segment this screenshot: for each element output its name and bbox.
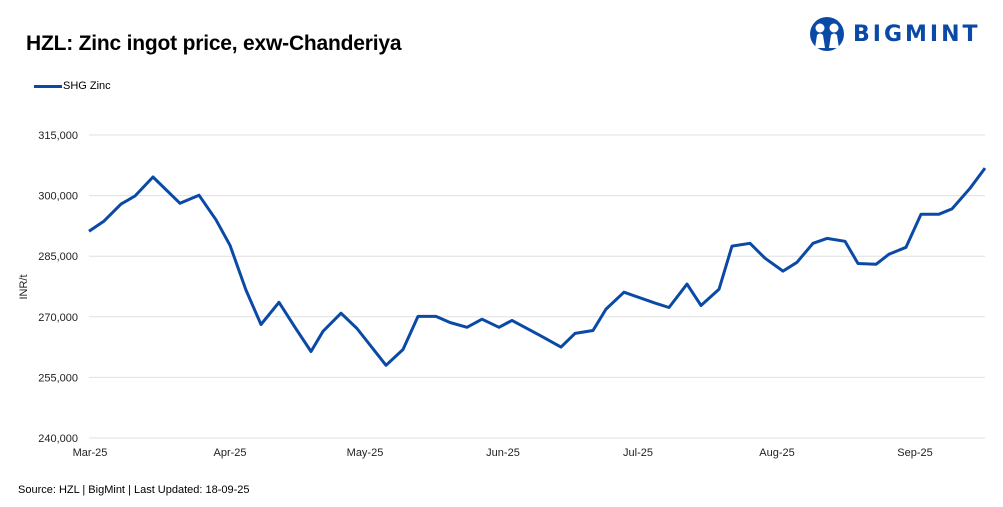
logo-text: BIGMINT <box>853 21 981 47</box>
source-footer: Source: HZL | BigMint | Last Updated: 18… <box>18 484 250 496</box>
x-tick-label: Sep-25 <box>897 447 932 459</box>
y-tick-label: 285,000 <box>38 251 78 263</box>
legend-label: SHG Zinc <box>63 80 111 92</box>
chart-legend: SHG Zinc <box>34 80 111 92</box>
y-tick-label: 315,000 <box>38 130 78 142</box>
y-tick-label: 240,000 <box>38 433 78 445</box>
x-tick-label: Jul-25 <box>623 447 653 459</box>
y-tick-label: 300,000 <box>38 191 78 203</box>
x-tick-label: Jun-25 <box>486 447 520 459</box>
y-tick-label: 255,000 <box>38 372 78 384</box>
x-tick-label: Apr-25 <box>213 447 246 459</box>
x-tick-label: May-25 <box>347 447 384 459</box>
bigmint-logo: BIGMINT <box>809 16 981 52</box>
x-tick-label: Mar-25 <box>73 447 108 459</box>
chart-title: HZL: Zinc ingot price, exw-Chanderiya <box>26 32 402 55</box>
people-logo-icon <box>810 17 844 51</box>
series-line-shg-zinc <box>88 167 987 367</box>
legend-line-swatch <box>34 84 62 88</box>
x-tick-label: Aug-25 <box>759 447 794 459</box>
y-tick-label: 270,000 <box>38 312 78 324</box>
y-axis-title: INR/t <box>18 274 30 299</box>
